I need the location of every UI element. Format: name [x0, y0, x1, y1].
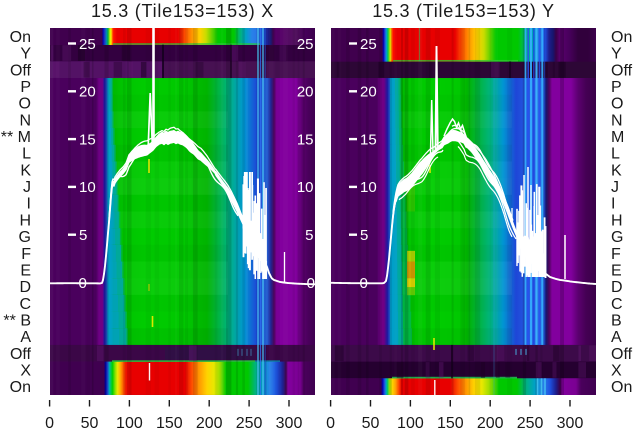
- svg-text:J: J: [23, 179, 31, 196]
- svg-text:Off: Off: [611, 62, 633, 79]
- svg-text:150: 150: [156, 415, 183, 432]
- svg-text:300: 300: [276, 415, 303, 432]
- svg-text:J: J: [611, 179, 619, 196]
- svg-text:0: 0: [326, 415, 335, 432]
- svg-text:15.3 (Tile153=153) Y: 15.3 (Tile153=153) Y: [372, 1, 555, 21]
- svg-text:5: 5: [79, 227, 87, 244]
- svg-text:X: X: [20, 363, 31, 380]
- svg-text:C: C: [611, 296, 623, 313]
- svg-text:250: 250: [236, 415, 263, 432]
- svg-text:K: K: [611, 162, 622, 179]
- svg-text:** M: ** M: [1, 129, 31, 146]
- svg-text:On: On: [611, 379, 632, 396]
- svg-text:K: K: [20, 162, 31, 179]
- svg-text:A: A: [611, 329, 622, 346]
- svg-text:100: 100: [397, 415, 424, 432]
- svg-text:P: P: [20, 79, 31, 96]
- svg-text:Y: Y: [20, 46, 31, 63]
- svg-text:** B: ** B: [3, 313, 31, 330]
- svg-text:300: 300: [557, 415, 584, 432]
- svg-text:20: 20: [79, 84, 96, 101]
- svg-text:10: 10: [79, 179, 96, 196]
- svg-text:0: 0: [45, 415, 54, 432]
- svg-text:F: F: [21, 246, 31, 263]
- svg-text:G: G: [19, 229, 31, 246]
- svg-text:N: N: [19, 112, 31, 129]
- svg-text:200: 200: [196, 415, 223, 432]
- svg-text:250: 250: [517, 415, 544, 432]
- svg-text:0: 0: [360, 275, 368, 292]
- svg-text:15: 15: [79, 131, 96, 148]
- svg-text:I: I: [27, 196, 31, 213]
- svg-text:D: D: [19, 279, 31, 296]
- svg-text:X: X: [611, 363, 622, 380]
- svg-text:E: E: [611, 263, 622, 280]
- svg-text:5: 5: [305, 227, 313, 244]
- svg-text:0: 0: [307, 275, 315, 292]
- svg-text:On: On: [611, 29, 632, 46]
- svg-text:5: 5: [360, 227, 368, 244]
- svg-text:H: H: [611, 212, 623, 229]
- svg-text:O: O: [19, 96, 31, 113]
- svg-text:0: 0: [79, 275, 87, 292]
- svg-text:25: 25: [79, 36, 96, 53]
- svg-text:I: I: [611, 196, 615, 213]
- svg-text:25: 25: [360, 36, 377, 53]
- svg-text:25: 25: [297, 36, 314, 53]
- svg-text:On: On: [10, 29, 31, 46]
- svg-text:200: 200: [477, 415, 504, 432]
- svg-text:A: A: [20, 329, 31, 346]
- svg-text:150: 150: [437, 415, 464, 432]
- svg-text:M: M: [611, 129, 624, 146]
- svg-text:N: N: [611, 112, 623, 129]
- svg-text:100: 100: [116, 415, 143, 432]
- svg-text:C: C: [19, 296, 31, 313]
- svg-text:B: B: [611, 313, 622, 330]
- svg-text:L: L: [611, 146, 620, 163]
- svg-text:L: L: [22, 146, 31, 163]
- svg-text:20: 20: [297, 84, 314, 101]
- svg-text:On: On: [10, 379, 31, 396]
- svg-text:Y: Y: [611, 46, 622, 63]
- svg-text:D: D: [611, 279, 623, 296]
- svg-text:50: 50: [81, 415, 99, 432]
- svg-text:15: 15: [297, 131, 314, 148]
- svg-text:E: E: [20, 263, 31, 280]
- svg-text:10: 10: [297, 179, 314, 196]
- svg-text:Off: Off: [10, 62, 32, 79]
- svg-text:50: 50: [362, 415, 380, 432]
- svg-text:15: 15: [360, 131, 377, 148]
- svg-text:P: P: [611, 79, 622, 96]
- svg-text:G: G: [611, 229, 623, 246]
- svg-text:Off: Off: [611, 346, 633, 363]
- svg-text:15.3 (Tile153=153) X: 15.3 (Tile153=153) X: [91, 1, 274, 21]
- svg-text:10: 10: [360, 179, 377, 196]
- svg-text:20: 20: [360, 84, 377, 101]
- svg-text:O: O: [611, 96, 623, 113]
- svg-text:H: H: [19, 212, 31, 229]
- svg-text:Off: Off: [10, 346, 32, 363]
- svg-text:F: F: [611, 246, 621, 263]
